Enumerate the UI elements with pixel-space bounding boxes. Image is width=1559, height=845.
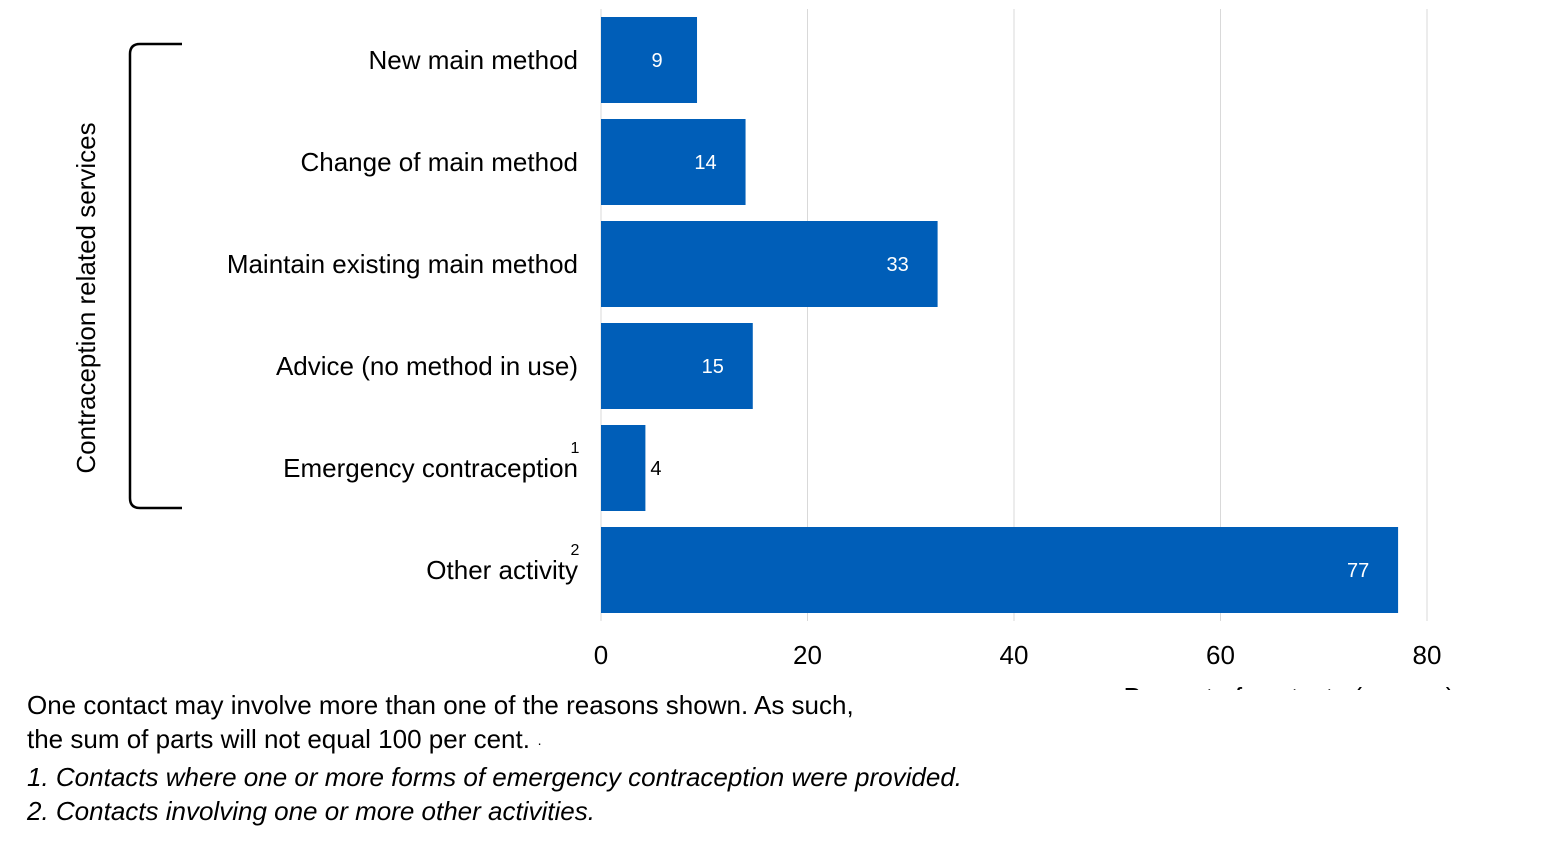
category-label-2: Change of main method [300,147,578,177]
x-tick-label-20: 20 [793,640,822,670]
data-label-6: 77 [1347,560,1369,582]
data-label-5: 4 [650,458,661,480]
group-bracket [128,42,182,510]
category-superscript-5: 1 [571,440,580,457]
category-label-3: Maintain existing main method [227,249,578,279]
data-label-1: 9 [651,50,662,72]
category-label-6: Other activity [426,555,578,585]
note-line-2: the sum of parts will not equal 100 per … [27,722,1127,760]
note-line-2-mark: · [537,735,542,751]
x-axis-title: Percent of contacts (women) [1124,682,1455,690]
bar-chart: 9 14 33 15 4 77 New main method Change of main… [71,9,1455,690]
footnote-1: 1. Contacts where one or more forms of e… [27,762,963,792]
bar-6 [601,527,1399,613]
x-axis-ticks: 0 20 40 60 80 [594,640,1442,670]
bar-3 [601,221,938,307]
category-label-1: New main method [368,45,578,75]
data-label-4: 15 [702,356,724,378]
group-bracket-label: Contraception related services [71,122,101,473]
category-label-5: Emergency contraception [283,453,578,483]
note-line-1: One contact may involve more than one of… [27,690,854,720]
x-tick-label-80: 80 [1413,640,1442,670]
note-line-2-text: the sum of parts will not equal 100 per … [27,724,530,754]
data-label-3: 33 [886,254,908,276]
x-tick-label-40: 40 [1000,640,1029,670]
bar-2 [601,119,746,205]
x-tick-label-60: 60 [1206,640,1235,670]
category-labels: New main method Change of main method Main… [227,45,580,585]
category-label-4: Advice (no method in use) [276,351,578,381]
gridlines [600,9,1428,621]
bars: 9 14 33 15 4 77 [601,17,1399,613]
bar-1 [601,17,698,103]
bar-4 [601,323,753,409]
footnote-2: 2. Contacts involving one or more other … [27,796,595,826]
data-label-2: 14 [694,152,716,174]
bar-5 [601,425,646,511]
chart-notes: One contact may involve more than one of… [27,688,1127,828]
category-superscript-6: 2 [571,542,580,559]
x-tick-label-0: 0 [594,640,608,670]
